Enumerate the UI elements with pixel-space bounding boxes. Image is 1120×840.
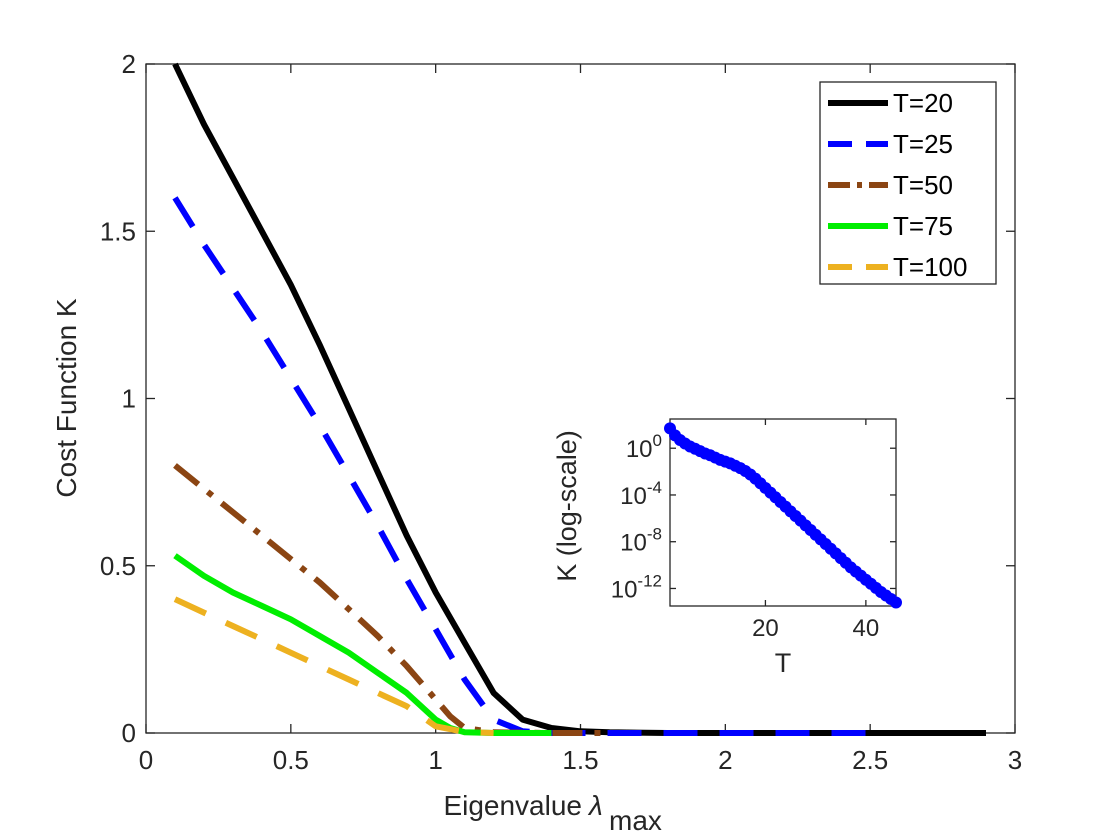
y-tick-label: 1 [122, 384, 136, 414]
legend-entries: T=20 T=25 T=50 T=75 T=100 [828, 88, 967, 282]
inset-y-label: K (log-scale) [552, 430, 582, 582]
series-line-t-50 [173, 463, 610, 736]
x-tick-label: 0.5 [273, 745, 309, 775]
inset-y-tick-label: 10-8 [620, 525, 662, 557]
x-axis-label: Eigenvalue λ max [443, 790, 661, 836]
y-tick-label: 0.5 [100, 551, 136, 581]
main-series-group [172, 62, 986, 736]
legend-label: T=100 [893, 252, 967, 282]
inset-x-tick-label: 40 [853, 615, 880, 642]
x-axis-label-symbol: λ [587, 790, 603, 821]
legend-label: T=50 [893, 170, 953, 200]
y-axis-label: Cost Function K [51, 298, 82, 498]
inset-y-tick-label: 100 [626, 431, 662, 463]
legend-label: T=25 [893, 129, 953, 159]
x-tick-label: 2 [718, 745, 732, 775]
inset-axes: 20 40 100 10-4 10-8 10-12 [611, 418, 902, 642]
y-tick-label: 0 [122, 718, 136, 748]
inset-point [890, 596, 902, 609]
legend: T=20 T=25 T=50 T=75 T=100 [819, 81, 997, 285]
inset-x-tick-label: 20 [752, 615, 779, 642]
series-line-t-100 [173, 596, 494, 736]
main-tick-labels: 0 0.5 1 1.5 2 2.5 3 0 0.5 1 1.5 2 [100, 49, 1022, 775]
inset-tick-labels: 20 40 100 10-4 10-8 10-12 [611, 431, 879, 642]
y-tick-label: 2 [122, 49, 136, 79]
inset-y-tick-label: 10-4 [620, 478, 662, 510]
x-tick-label: 3 [1008, 745, 1022, 775]
series-line-t-25 [172, 196, 871, 736]
legend-label: T=75 [893, 211, 953, 241]
inset-points [664, 422, 902, 609]
y-tick-label: 1.5 [100, 216, 136, 246]
x-axis-label-text: Eigenvalue [443, 790, 582, 821]
x-tick-label: 2.5 [852, 745, 888, 775]
x-axis-label-subscript: max [609, 805, 662, 836]
x-tick-label: 0 [139, 745, 153, 775]
x-tick-label: 1.5 [562, 745, 598, 775]
inset-x-label: T [775, 648, 792, 678]
inset-y-tick-label: 10-12 [611, 571, 662, 603]
legend-label: T=20 [893, 88, 953, 118]
x-tick-label: 1 [428, 745, 442, 775]
inset-ticks [670, 419, 896, 606]
